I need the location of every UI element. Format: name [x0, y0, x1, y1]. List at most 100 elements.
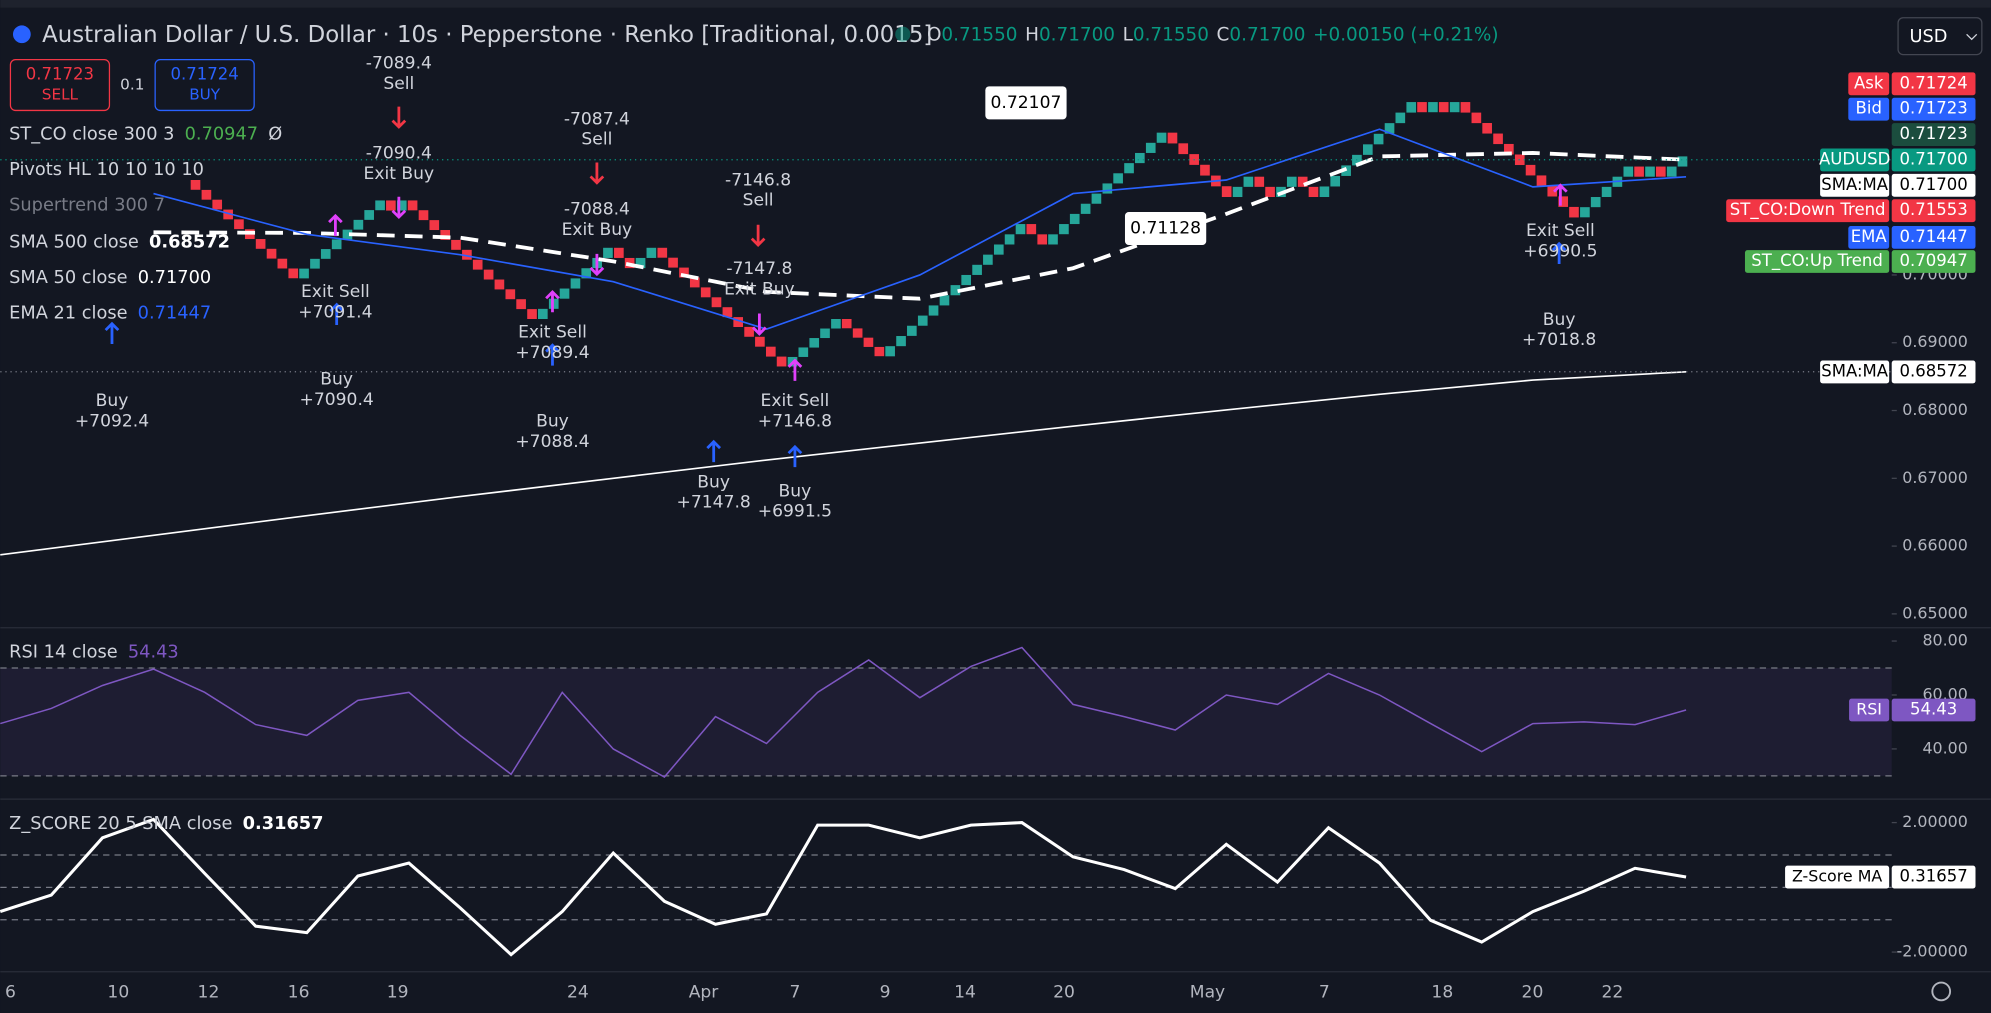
- renko-brick: [505, 289, 516, 300]
- settings-icon[interactable]: [1931, 981, 1952, 1002]
- currency-select[interactable]: [1897, 17, 1983, 56]
- zscore-legend[interactable]: Z_SCORE 20 5 SMA close 0.31657: [9, 814, 323, 834]
- renko-brick: [1037, 234, 1048, 245]
- renko-brick: [1145, 142, 1156, 153]
- y-tick-label: 0.68000: [1902, 400, 1968, 419]
- signal-arrow: [1553, 183, 1568, 206]
- renko-brick: [1200, 164, 1210, 176]
- rsi-legend[interactable]: RSI 14 close 54.43: [9, 642, 179, 662]
- renko-brick: [928, 305, 939, 316]
- buy-price[interactable]: 0.71724: [171, 64, 239, 83]
- signal-label: -7089.4: [366, 53, 432, 73]
- legend-item[interactable]: SMA 500 close 0.68572: [9, 232, 230, 252]
- renko-brick: [907, 325, 917, 336]
- signal-label: Buy: [779, 481, 812, 501]
- x-tick-label: 16: [288, 983, 310, 1003]
- signal-arrow: [391, 196, 407, 220]
- x-tick-label: May: [1190, 983, 1225, 1003]
- renko-brick: [1135, 152, 1145, 164]
- renko-brick: [570, 278, 581, 289]
- rsi-band: [0, 668, 1892, 776]
- price-tag-label-box: [1726, 199, 1890, 223]
- signal-label: Exit Sell: [761, 391, 830, 411]
- renko-brick: [1178, 143, 1189, 155]
- price-tag-value: 0.71700: [1899, 175, 1967, 194]
- price-tag-label: Ask: [1854, 73, 1884, 92]
- x-tick-label: 12: [198, 983, 220, 1003]
- price-tag-label-box: [1848, 225, 1890, 249]
- legend-item[interactable]: EMA 21 close 0.71447: [9, 304, 211, 324]
- signal-label: -7146.8: [725, 170, 791, 190]
- renko-brick: [820, 328, 830, 339]
- renko-brick: [1655, 166, 1666, 177]
- renko-brick: [679, 267, 689, 278]
- renko-brick: [1080, 203, 1091, 214]
- signal-label: Buy: [96, 391, 129, 411]
- symbol-flag: [12, 25, 31, 44]
- x-tick-label: 24: [567, 983, 589, 1003]
- renko-brick: [1362, 144, 1373, 155]
- renko-brick: [1069, 213, 1080, 225]
- signal-label: +7089.4: [515, 343, 589, 363]
- renko-brick: [852, 328, 863, 338]
- signal-label: Sell: [743, 191, 774, 211]
- legend-name: ST_CO close 300 3: [9, 125, 174, 145]
- legend-item[interactable]: Pivots HL 10 10 10 10: [9, 160, 204, 180]
- renko-brick: [1395, 112, 1406, 124]
- price-tag-label-box: [1820, 173, 1890, 197]
- legend-item[interactable]: Supertrend 300 7: [9, 196, 165, 216]
- renko-brick: [689, 277, 700, 288]
- price-tag-value: 0.71723: [1899, 99, 1967, 118]
- signal-label: -7088.4: [564, 199, 630, 219]
- price-tag-box: [1891, 148, 1976, 172]
- signal-label: -7090.4: [366, 144, 432, 164]
- legend-name: SMA 500 close: [9, 232, 139, 252]
- sell-button[interactable]: [9, 59, 111, 112]
- renko-brick: [1286, 176, 1297, 187]
- axis-tag-label: Z-Score MA: [1792, 867, 1882, 886]
- renko-brick: [1221, 186, 1232, 198]
- signal-label: +7091.4: [298, 302, 372, 322]
- quantity[interactable]: 0.1: [120, 76, 144, 94]
- currency[interactable]: USD: [1909, 27, 1947, 47]
- renko-brick: [1590, 197, 1601, 208]
- x-tick-label: 10: [107, 983, 129, 1003]
- sell-label[interactable]: SELL: [42, 86, 79, 104]
- buy-button[interactable]: [154, 59, 255, 112]
- renko-brick: [755, 336, 765, 347]
- indicator-line: [0, 646, 1687, 778]
- renko-brick: [831, 319, 841, 329]
- signal-label: +7088.4: [515, 432, 589, 452]
- ohlc-key: C: [1217, 25, 1230, 46]
- renko-brick: [798, 347, 809, 357]
- signal-arrow: [752, 313, 767, 336]
- ohlc-key: L: [1123, 25, 1134, 46]
- chart-title[interactable]: Australian Dollar / U.S. Dollar · 10s · …: [42, 22, 932, 48]
- signal-label: Buy: [697, 472, 730, 492]
- renko-brick: [917, 315, 928, 326]
- signal-arrow: [750, 224, 766, 247]
- renko-brick: [939, 295, 950, 306]
- buy-label[interactable]: BUY: [189, 86, 221, 104]
- x-tick-label: 6: [5, 983, 16, 1003]
- renko-brick: [983, 254, 993, 265]
- axis-tag: [1849, 698, 1890, 722]
- legend-item[interactable]: ST_CO close 300 3 0.70947 Ø: [9, 125, 282, 145]
- renko-brick: [1373, 133, 1384, 145]
- renko-brick: [386, 200, 396, 211]
- sell-price[interactable]: 0.71723: [26, 64, 94, 83]
- renko-brick: [277, 258, 288, 269]
- renko-brick: [288, 268, 299, 279]
- renko-brick: [1645, 166, 1655, 177]
- renko-brick: [841, 319, 852, 329]
- renko-brick: [429, 220, 440, 231]
- pivot-price-box: [1124, 211, 1207, 245]
- price-tag-label: ST_CO:Down Trend: [1730, 200, 1886, 220]
- price-tag-value: 0.71553: [1899, 200, 1967, 219]
- indicator-line: [0, 370, 1687, 556]
- renko-brick: [1330, 175, 1341, 187]
- legend-item[interactable]: SMA 50 close 0.71700: [9, 268, 211, 288]
- renko-brick: [396, 200, 407, 211]
- renko-brick: [765, 346, 776, 357]
